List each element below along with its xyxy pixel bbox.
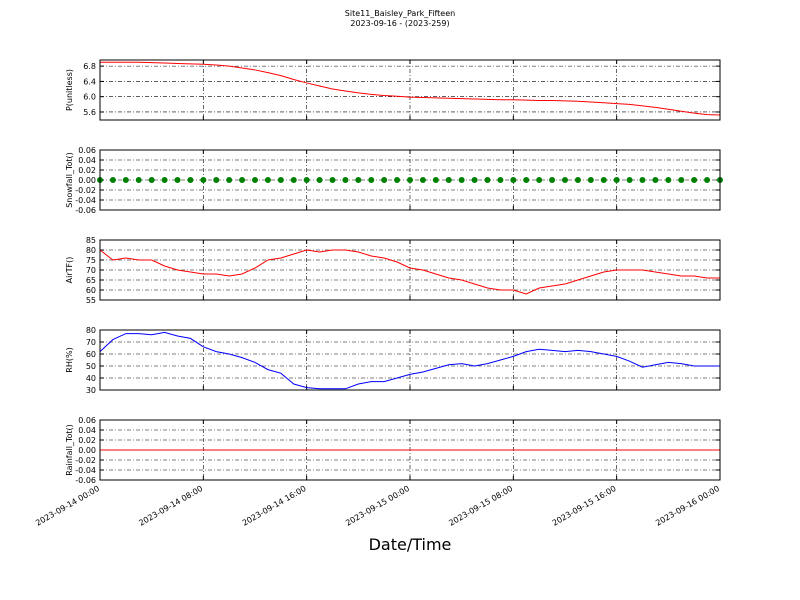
data-point xyxy=(691,177,698,183)
y-tick-label: 0.06 xyxy=(78,146,96,155)
y-tick-label: 50 xyxy=(86,362,96,371)
data-point xyxy=(342,177,349,183)
y-tick-label: 70 xyxy=(86,266,96,275)
data-point xyxy=(316,177,323,183)
plot-frame xyxy=(99,59,721,121)
y-tick-label: 0.00 xyxy=(78,446,96,455)
data-line xyxy=(99,249,720,295)
data-point xyxy=(626,177,633,183)
data-point xyxy=(122,177,129,183)
y-axis-label: Snowfall_Tot() xyxy=(65,152,74,208)
plot-frame xyxy=(99,149,721,211)
y-tick-label: -0.04 xyxy=(75,196,96,205)
data-point xyxy=(200,177,207,183)
data-point xyxy=(277,177,284,183)
data-point xyxy=(704,177,711,183)
data-point xyxy=(252,177,258,183)
data-point xyxy=(329,177,336,183)
data-point xyxy=(303,177,310,183)
data-point xyxy=(613,177,620,183)
data-point xyxy=(161,177,168,183)
data-point xyxy=(264,177,271,183)
y-tick-label: 6.4 xyxy=(83,77,96,86)
data-point xyxy=(587,177,594,183)
data-point xyxy=(432,177,439,183)
y-tick-label: 5.6 xyxy=(83,108,96,117)
y-axis-label: RH(%) xyxy=(65,347,74,372)
data-point xyxy=(574,177,581,183)
data-line xyxy=(99,331,720,390)
y-tick-label: 0.02 xyxy=(78,166,96,175)
data-point xyxy=(536,177,543,183)
y-tick-label: 0.04 xyxy=(78,426,96,435)
y-tick-label: 60 xyxy=(86,286,96,295)
data-point xyxy=(471,177,478,183)
data-point xyxy=(600,177,607,183)
data-point xyxy=(174,177,181,183)
y-axis-label: AirTF() xyxy=(65,257,74,284)
y-tick-label: 60 xyxy=(86,350,96,359)
y-tick-label: 70 xyxy=(86,338,96,347)
data-point xyxy=(109,177,116,183)
y-tick-label: -0.06 xyxy=(75,206,96,215)
data-point xyxy=(135,177,142,183)
plot-frame xyxy=(99,329,721,391)
data-point xyxy=(419,177,426,183)
y-tick-label: 65 xyxy=(86,276,96,285)
data-point xyxy=(639,177,646,183)
data-point xyxy=(484,177,491,183)
chart-subtitle: 2023-09-16 - (2023-259) xyxy=(350,19,449,28)
data-point xyxy=(290,177,297,183)
y-tick-label: 30 xyxy=(86,386,96,395)
data-point xyxy=(407,177,413,183)
y-tick-label: 6.0 xyxy=(83,93,96,102)
y-tick-label: 0.00 xyxy=(78,176,96,185)
y-tick-label: 0.04 xyxy=(78,156,96,165)
data-point xyxy=(497,177,504,183)
data-point xyxy=(187,177,194,183)
data-point xyxy=(678,177,685,183)
data-point xyxy=(510,177,517,183)
y-tick-label: -0.04 xyxy=(75,466,96,475)
y-tick-label: 80 xyxy=(86,246,96,255)
y-tick-label: 85 xyxy=(86,236,96,245)
y-axis-label: P(unitless) xyxy=(65,69,74,111)
data-line xyxy=(100,61,721,116)
data-point xyxy=(665,177,672,183)
y-tick-label: -0.06 xyxy=(75,476,96,485)
data-point xyxy=(355,177,362,183)
data-point xyxy=(445,177,452,183)
y-tick-label: 75 xyxy=(86,256,96,265)
plot-frame xyxy=(99,419,721,481)
chart-title: Site11_Baisley_Park_Fifteen xyxy=(345,9,455,18)
data-point xyxy=(549,177,556,183)
data-point xyxy=(368,177,375,183)
data-point xyxy=(213,177,220,183)
x-axis-label: Date/Time xyxy=(369,535,452,554)
data-point xyxy=(148,177,155,183)
y-tick-label: 6.8 xyxy=(83,62,96,71)
y-tick-label: 0.06 xyxy=(78,416,96,425)
y-tick-label: 80 xyxy=(86,326,96,335)
data-point xyxy=(226,177,233,183)
data-point xyxy=(562,177,568,183)
plot-frame xyxy=(99,239,721,301)
data-point xyxy=(523,177,530,183)
y-tick-label: 40 xyxy=(86,374,96,383)
y-axis-label: Rainfall_Tot() xyxy=(65,424,74,476)
y-tick-label: 55 xyxy=(86,296,96,305)
data-point xyxy=(239,177,246,183)
data-point xyxy=(458,177,465,183)
y-tick-label: -0.02 xyxy=(75,186,96,195)
data-point xyxy=(394,177,401,183)
y-tick-label: 0.02 xyxy=(78,436,96,445)
data-point xyxy=(381,177,388,183)
y-tick-label: -0.02 xyxy=(75,456,96,465)
data-point xyxy=(652,177,659,183)
